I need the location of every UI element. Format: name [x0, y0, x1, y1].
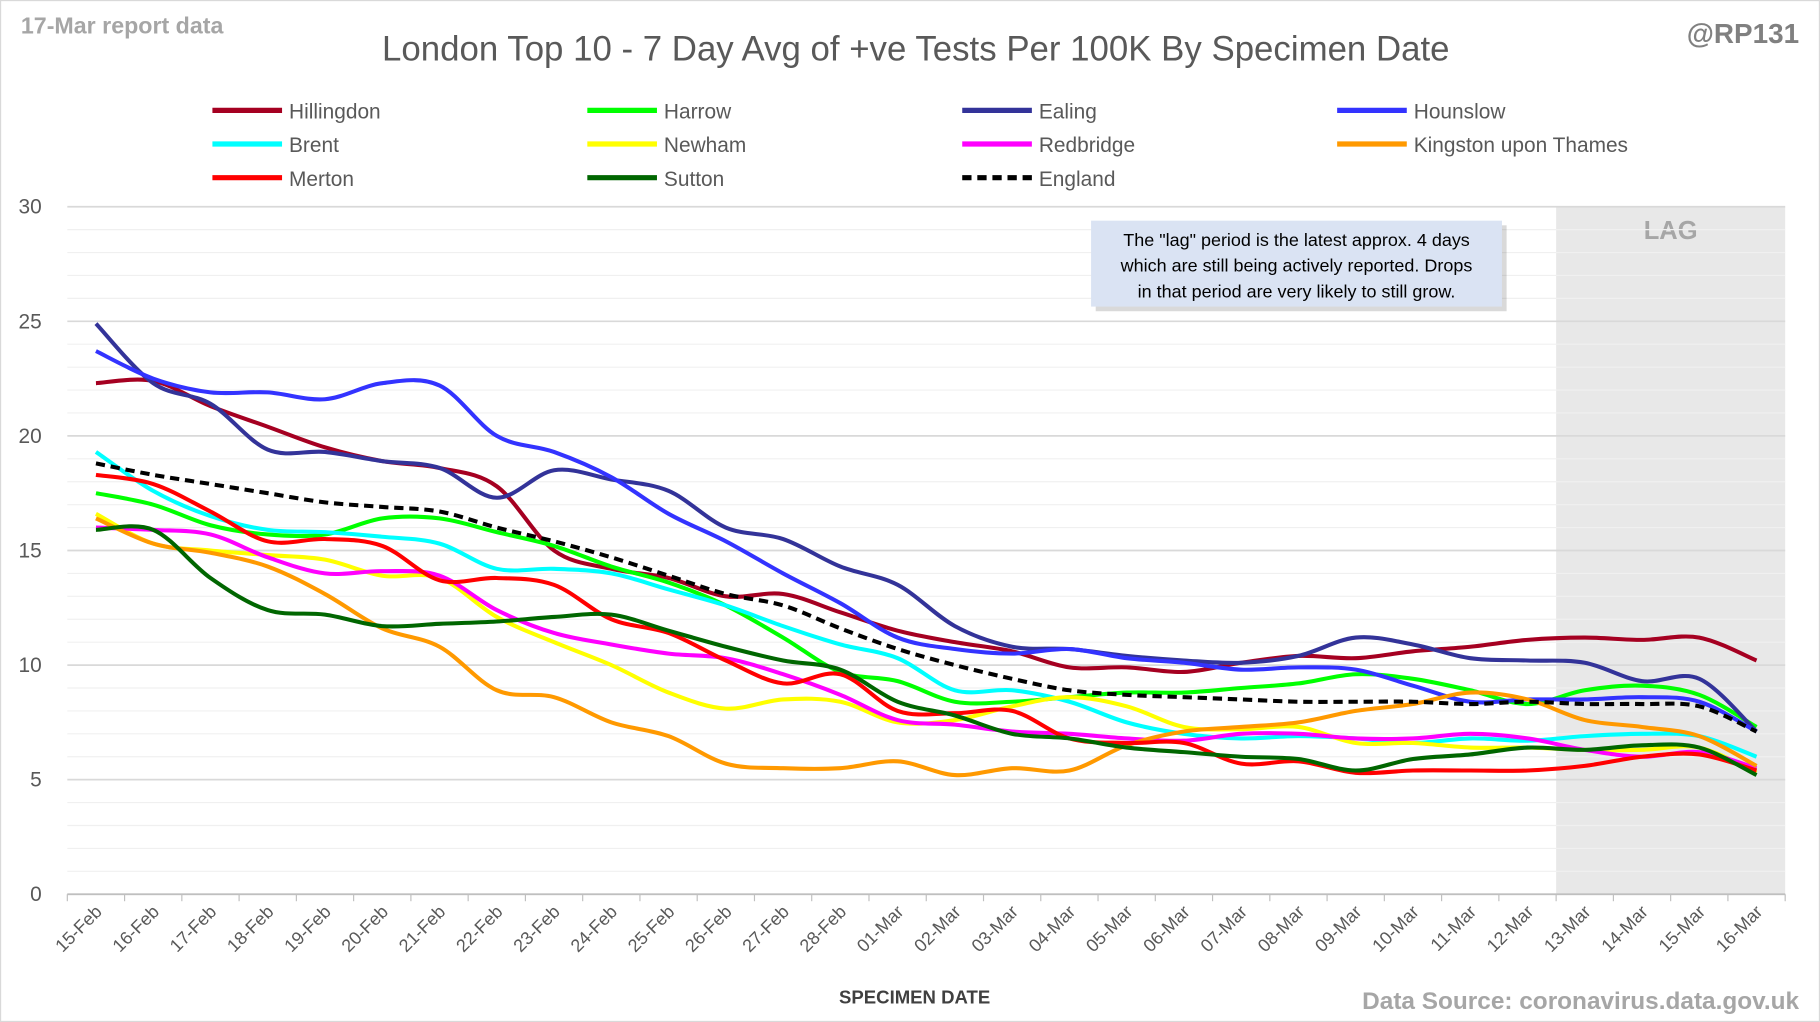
legend: Hillingdon Harrow Ealing Hounslow Brent Newha…: [212, 100, 1628, 191]
lag-note: The "lag" period is the latest approx. 4…: [1091, 220, 1507, 312]
y-tick-label: 10: [19, 654, 42, 677]
x-axis-title: SPECIMEN DATE: [839, 986, 990, 1007]
series-line-sutton: [95, 524, 1758, 777]
y-tick-label: 0: [30, 883, 42, 906]
series-line-brent: [94, 450, 1758, 759]
legend-label: Brent: [289, 134, 339, 157]
legend-label: Redbridge: [1039, 134, 1135, 157]
series-lines: [94, 322, 1758, 778]
legend-label: England: [1039, 168, 1116, 191]
legend-label: Newham: [664, 134, 746, 157]
author-handle: @RP131: [1687, 18, 1799, 49]
legend-label: Kingston upon Thames: [1414, 134, 1628, 157]
series-line-england: [95, 461, 1758, 734]
legend-label: Harrow: [664, 100, 732, 123]
y-tick-label: 5: [30, 769, 42, 792]
legend-label: Ealing: [1039, 100, 1097, 123]
legend-label: Merton: [289, 168, 354, 191]
legend-label: Hounslow: [1414, 100, 1507, 123]
data-source: Data Source: coronavirus.data.gov.uk: [1362, 988, 1799, 1015]
lag-note-line: which are still being actively reported.…: [1120, 256, 1473, 276]
series-line-merton: [95, 472, 1758, 776]
y-tick-label: 15: [19, 539, 42, 562]
report-label: 17-Mar report data: [21, 13, 225, 39]
legend-label: Hillingdon: [289, 100, 381, 123]
y-axis: 0 5 10 15 20 25 30: [19, 196, 42, 907]
lag-note-box: [1091, 220, 1502, 307]
lag-note-line: The "lag" period is the latest approx. 4…: [1123, 230, 1470, 250]
series-line-ealing: [94, 322, 1758, 734]
y-tick-label: 20: [19, 425, 42, 448]
series-line-redbridge: [95, 525, 1758, 771]
chart-title: London Top 10 - 7 Day Avg of +ve Tests P…: [382, 29, 1449, 68]
y-tick-label: 30: [19, 196, 42, 219]
lag-label: LAG: [1644, 217, 1698, 245]
lag-note-line: in that period are very likely to still …: [1138, 281, 1456, 301]
y-tick-label: 25: [19, 310, 42, 333]
legend-label: Sutton: [664, 168, 724, 191]
